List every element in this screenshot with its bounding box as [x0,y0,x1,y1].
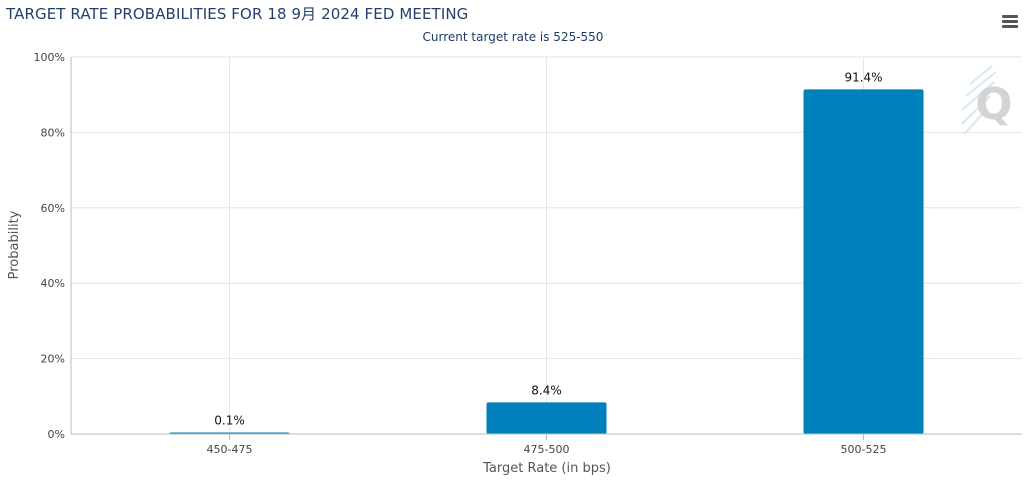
x-tick-label: 450-475 [207,443,253,456]
bar [486,402,607,434]
labels: 0% 20% 40% 60% 80% 100% 0.1% 450-475 8.4% 475-500… [34,51,887,456]
chart-subtitle: Current target rate is 525-550 [422,30,604,44]
chart-title: TARGET RATE PROBABILITIES FOR 18 9月 2024… [6,5,469,23]
data-label: 8.4% [531,383,562,397]
watermark-stripe [963,109,987,135]
watermark-letter: Q [975,79,1012,130]
bar [803,89,924,434]
watermark-stripe [969,65,993,85]
data-label: 91.4% [844,70,882,84]
y-axis-title: Probability [7,210,22,279]
y-tick-label: 40% [41,277,65,290]
y-tick-label: 80% [41,126,65,139]
watermark-stripe [961,95,991,125]
y-tick-label: 100% [34,51,65,64]
y-tick-label: 20% [41,353,65,366]
x-tick-label: 475-500 [524,443,570,456]
watermark-logo-icon: Q [961,65,1013,135]
hamburger-menu-icon[interactable] [1000,11,1020,31]
watermark-stripe [965,71,997,97]
y-tick-label: 60% [41,202,65,215]
watermark-stripe [961,81,995,111]
data-label: 0.1% [214,414,245,428]
y-tick-label: 0% [48,428,65,441]
x-axis-title: Target Rate (in bps) [482,461,611,476]
axes [70,57,1022,440]
x-tick-label: 500-525 [841,443,887,456]
